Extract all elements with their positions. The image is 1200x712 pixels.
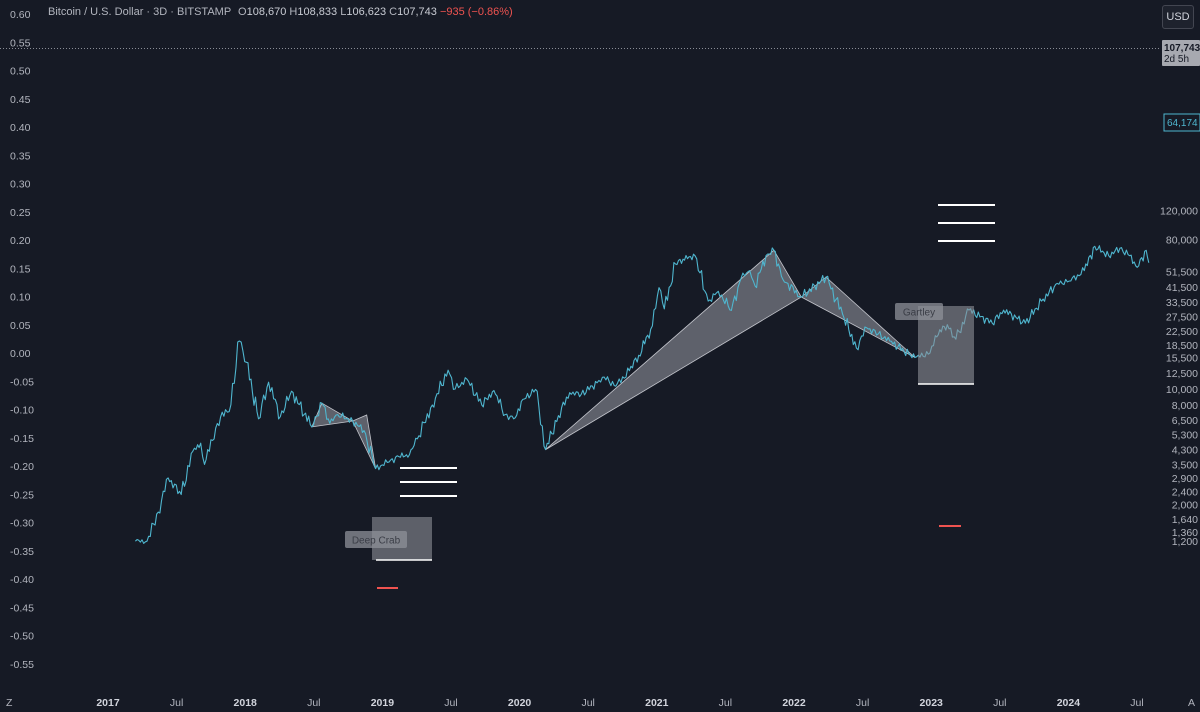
right-axis-tick: 2,000 [1172, 500, 1198, 512]
right-axis-tick: 41,500 [1166, 282, 1198, 294]
left-axis-tick: -0.15 [10, 433, 34, 445]
left-axis-tick: -0.30 [10, 518, 34, 530]
right-axis-tick: 2,400 [1172, 486, 1198, 498]
right-axis-tick: 22,500 [1166, 326, 1198, 338]
change-value: −935 (−0.86%) [439, 6, 513, 18]
left-axis-tick: 0.20 [10, 235, 31, 247]
time-axis-tick: 2021 [645, 697, 669, 709]
marker-tag-value: 64,174 [1167, 118, 1198, 129]
left-axis-tick: 0.35 [10, 150, 31, 162]
left-axis-tick: 0.50 [10, 66, 31, 78]
time-axis-tick: 2018 [234, 697, 258, 709]
left-axis-tick: 0.00 [10, 348, 31, 360]
time-axis-tick: Jul [719, 697, 732, 709]
right-axis-tick: 2,900 [1172, 473, 1198, 485]
low-label: L [340, 6, 347, 18]
deep-crab-label: Deep Crab [352, 536, 401, 547]
auto-scale-icon: A [1188, 697, 1195, 709]
time-axis-tick: 2023 [920, 697, 944, 709]
symbol-header: Bitcoin / U.S. Dollar · 3D · BITSTAMP O1… [48, 6, 513, 18]
right-axis-tick: 12,500 [1166, 368, 1198, 380]
currency-button[interactable]: USD [1162, 5, 1194, 29]
left-axis-tick: 0.05 [10, 320, 31, 332]
right-axis-tick: 18,500 [1166, 340, 1198, 352]
right-axis-tick: 51,500 [1166, 266, 1198, 278]
right-axis-tick: 3,500 [1172, 459, 1198, 471]
time-axis-tick: Jul [581, 697, 594, 709]
left-axis-tick: 0.15 [10, 263, 31, 275]
bat-xab [545, 249, 802, 450]
harmonic-patterns [311, 249, 916, 469]
time-axis-tick: Jul [1130, 697, 1143, 709]
left-axis-tick: -0.20 [10, 461, 34, 473]
high-value: 108,833 [297, 6, 338, 18]
left-axis-tick: -0.05 [10, 376, 34, 388]
deep-crab-label-background [345, 531, 407, 548]
log-scale-icon: Z [6, 697, 13, 709]
right-axis-tick: 6,500 [1172, 415, 1198, 427]
bitcoin-price-line [135, 245, 1150, 544]
high-label: H [289, 6, 298, 18]
left-axis-tick: 0.60 [10, 9, 31, 21]
price-series [135, 245, 1150, 544]
last-price-tag-background [1162, 40, 1200, 66]
left-axis-tick: -0.40 [10, 574, 34, 586]
pattern-overlays: Deep CrabGartleyBat [345, 204, 995, 589]
open-label: O [238, 6, 247, 18]
time-axis-tick: Jul [307, 697, 320, 709]
time-axis-tick: 2019 [371, 697, 395, 709]
left-axis-tick: 0.40 [10, 122, 31, 134]
left-axis-tick: -0.25 [10, 489, 34, 501]
right-axis-tick: 120,000 [1160, 206, 1198, 218]
time-axis-tick: 2024 [1057, 697, 1081, 709]
time-axis-tick: 2017 [96, 697, 120, 709]
time-axis: 2017 Jul 2018 Jul 2019 Jul 2020 Jul 2021 Jul 2022 J… [6, 697, 1195, 709]
right-axis: 120,000 80,000 51,500 41,500 33,500 27,500 22,… [1160, 206, 1198, 549]
right-axis-tick: 80,000 [1166, 235, 1198, 247]
left-axis-tick: 0.55 [10, 37, 31, 49]
time-axis-tick: Jul [444, 697, 457, 709]
time-axis-tick: Jul [856, 697, 869, 709]
right-axis-tick: 1,640 [1172, 514, 1198, 526]
left-axis-tick: 0.45 [10, 94, 31, 106]
right-axis-tick: 15,500 [1166, 353, 1198, 365]
left-axis-tick: -0.50 [10, 631, 34, 643]
left-axis-tick: -0.45 [10, 602, 34, 614]
left-axis-tick: 0.25 [10, 207, 31, 219]
deep-crab-bcd [352, 414, 376, 469]
left-axis-tick: -0.35 [10, 546, 34, 558]
right-axis-tick: 4,300 [1172, 445, 1198, 457]
left-axis-tick: 0.30 [10, 179, 31, 191]
time-axis-tick: 2022 [782, 697, 806, 709]
time-axis-tick: Jul [170, 697, 183, 709]
left-axis-tick: -0.55 [10, 659, 34, 671]
close-value: 107,743 [397, 6, 437, 18]
gartley-label: Gartley [903, 308, 935, 319]
right-axis-tick: 5,300 [1172, 430, 1198, 442]
right-axis-tick: 27,500 [1166, 311, 1198, 323]
right-axis-tick: 33,500 [1166, 297, 1198, 309]
low-value: 106,623 [346, 6, 387, 18]
open-value: 108,670 [246, 6, 287, 18]
gartley-label-background [895, 303, 943, 320]
right-axis-tick: 1,360 [1172, 527, 1198, 539]
bat-bcd [800, 276, 916, 358]
left-axis: 0.60 0.55 0.50 0.45 0.40 0.35 0.30 0.25 0.20 0.15… [10, 9, 34, 671]
right-axis-tick: 10,000 [1166, 384, 1198, 396]
time-axis-tick: 2020 [508, 697, 532, 709]
left-axis-tick: 0.10 [10, 292, 31, 304]
close-label: C [389, 6, 398, 18]
right-axis-tick: 8,000 [1172, 400, 1198, 412]
last-price-value: 107,743 [1164, 43, 1200, 54]
left-axis-tick: -0.10 [10, 405, 34, 417]
time-axis-tick: Jul [993, 697, 1006, 709]
last-price-countdown: 2d 5h [1164, 54, 1189, 65]
marker-tag-background [1163, 113, 1200, 132]
symbol-title: Bitcoin / U.S. Dollar · 3D · BITSTAMP [48, 6, 231, 18]
deep-crab-xab [311, 402, 354, 428]
right-axis-tick: 1,200 [1172, 536, 1198, 548]
